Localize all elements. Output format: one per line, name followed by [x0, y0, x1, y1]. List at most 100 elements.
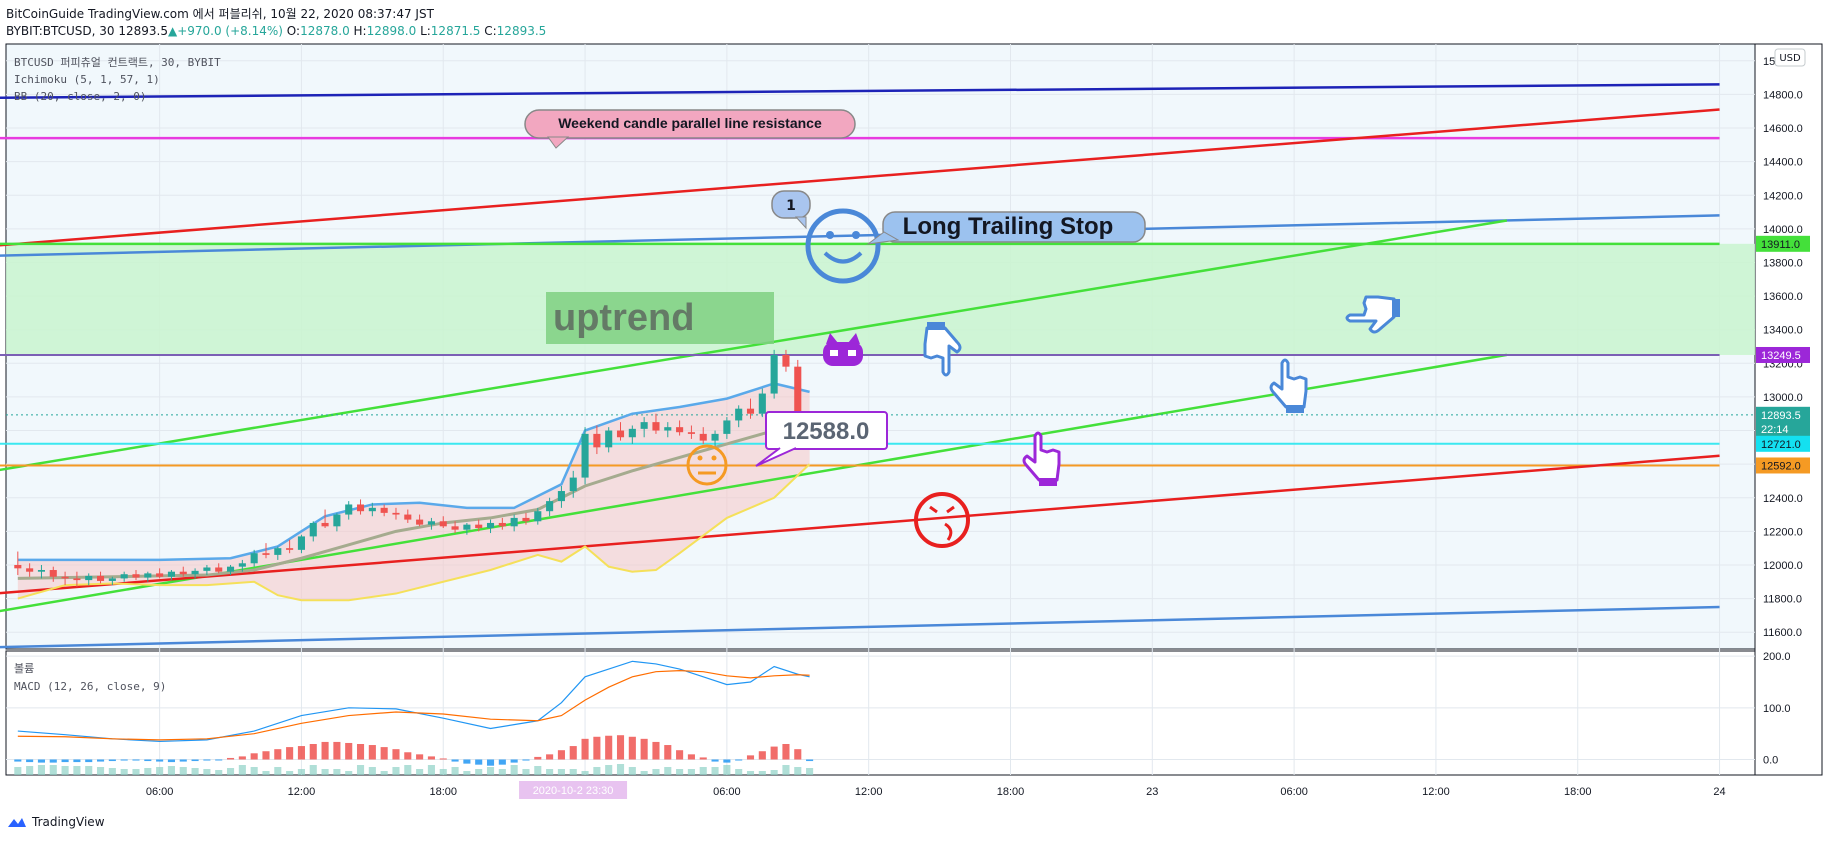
candle[interactable] — [463, 524, 471, 530]
trend-line-red-lower[interactable] — [0, 454, 1720, 595]
candle[interactable] — [557, 491, 565, 502]
candle[interactable] — [664, 427, 672, 431]
volume-bar — [758, 771, 766, 775]
time-tick-label: 23 — [1146, 786, 1158, 798]
candle[interactable] — [132, 574, 140, 578]
candle[interactable] — [37, 570, 45, 572]
candle[interactable] — [723, 420, 731, 434]
macd-histogram-bar — [286, 747, 294, 760]
candle[interactable] — [179, 571, 187, 575]
candle[interactable] — [770, 354, 778, 394]
trend-line-green-lower[interactable] — [0, 353, 1508, 613]
candle[interactable] — [569, 477, 577, 492]
candle[interactable] — [356, 504, 365, 512]
candle[interactable] — [581, 433, 589, 478]
candle[interactable] — [616, 430, 625, 438]
callout-stop-box[interactable] — [882, 211, 1146, 243]
candle[interactable] — [628, 428, 636, 438]
volume-bar — [321, 769, 329, 775]
candle[interactable] — [73, 578, 81, 581]
volume-bar — [782, 765, 790, 775]
callout-weekend-box[interactable] — [524, 109, 856, 139]
candle[interactable] — [546, 501, 554, 512]
candle[interactable] — [250, 553, 258, 564]
uptrend-box — [546, 292, 774, 344]
candle[interactable] — [61, 576, 69, 579]
candle[interactable] — [108, 578, 116, 581]
price-tick-label: 13000.0 — [1763, 392, 1803, 404]
currency-badge[interactable] — [1774, 48, 1806, 67]
candle[interactable] — [191, 570, 199, 575]
candle[interactable] — [794, 366, 802, 418]
candle[interactable] — [321, 522, 329, 527]
candle[interactable] — [711, 433, 719, 441]
candle[interactable] — [144, 573, 152, 578]
candle[interactable] — [735, 408, 743, 421]
candle[interactable] — [782, 354, 790, 367]
candle[interactable] — [699, 433, 707, 441]
trend-line-blue-lower[interactable] — [0, 605, 1720, 649]
candle[interactable] — [333, 514, 341, 527]
price-tag-label: 13249.5 — [1761, 350, 1801, 362]
candle[interactable] — [297, 536, 305, 550]
time-tick-label: 12:00 — [1422, 786, 1450, 798]
currency-label: USD — [1779, 53, 1801, 64]
candle[interactable] — [49, 570, 57, 577]
candle[interactable] — [676, 427, 684, 433]
macd-histogram-bar — [522, 759, 530, 761]
smiley-face-icon — [805, 208, 881, 284]
candle[interactable] — [640, 422, 648, 429]
candle[interactable] — [392, 512, 400, 515]
candle[interactable] — [534, 511, 542, 522]
candle[interactable] — [226, 566, 235, 572]
macd-histogram-bar — [451, 759, 459, 762]
price-tag — [1756, 235, 1810, 252]
candle[interactable] — [96, 575, 105, 581]
candle[interactable] — [439, 521, 447, 527]
candle[interactable] — [605, 430, 613, 448]
macd-histogram-bar — [439, 758, 447, 760]
candle[interactable] — [120, 574, 128, 579]
price-tag — [1756, 406, 1810, 423]
candle[interactable] — [416, 519, 424, 525]
candle[interactable] — [404, 514, 412, 520]
candle[interactable] — [652, 422, 660, 431]
candle[interactable] — [522, 517, 530, 522]
candle[interactable] — [368, 507, 376, 512]
candle[interactable] — [593, 433, 601, 448]
candle[interactable] — [475, 524, 483, 528]
trend-line-navy[interactable] — [0, 83, 1720, 99]
candle[interactable] — [238, 563, 246, 567]
candle[interactable] — [486, 522, 495, 528]
macd-pane[interactable] — [5, 650, 1756, 776]
candle[interactable] — [427, 521, 435, 525]
candle[interactable] — [309, 522, 317, 537]
candle[interactable] — [746, 408, 755, 414]
candle[interactable] — [286, 548, 294, 550]
candle[interactable] — [85, 575, 93, 581]
candle[interactable] — [345, 504, 353, 515]
candle[interactable] — [274, 548, 282, 555]
candle[interactable] — [203, 567, 211, 571]
candle[interactable] — [167, 571, 175, 577]
macd-histogram-bar — [687, 754, 695, 760]
callout-weekend-text: Weekend candle parallel line resistance — [558, 115, 822, 131]
candle[interactable] — [156, 573, 164, 577]
volume-bar — [416, 769, 424, 775]
candle[interactable] — [215, 567, 223, 572]
candle[interactable] — [510, 517, 518, 527]
macd-tick-label: 0.0 — [1763, 755, 1778, 767]
trend-line-green-upper[interactable] — [0, 219, 1508, 472]
candle[interactable] — [758, 393, 766, 414]
candle[interactable] — [14, 564, 22, 569]
candle[interactable] — [380, 507, 388, 513]
price-tick-label: 12400.0 — [1763, 493, 1803, 505]
candle[interactable] — [451, 526, 459, 530]
high-value: 12898.0 — [366, 24, 417, 38]
candle[interactable] — [687, 432, 695, 434]
candle[interactable] — [26, 568, 34, 572]
candle[interactable] — [498, 522, 506, 527]
trend-line-red-upper[interactable] — [0, 108, 1720, 247]
candle[interactable] — [262, 553, 270, 555]
